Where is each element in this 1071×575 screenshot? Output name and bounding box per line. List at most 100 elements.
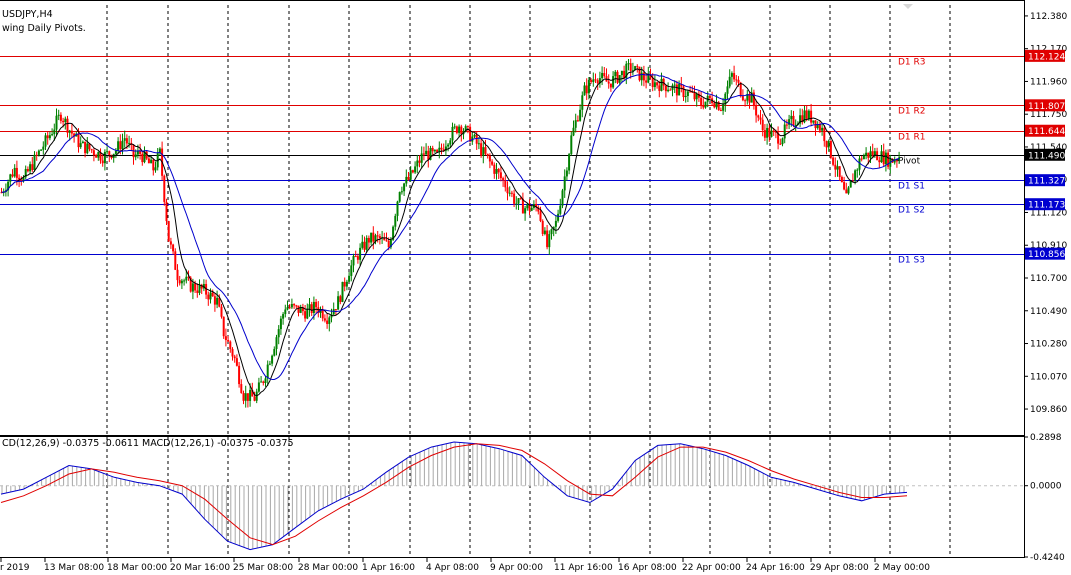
candle-body — [229, 341, 232, 350]
candle-body — [640, 72, 643, 81]
time-tick-label: 18 Mar 00:00 — [107, 563, 167, 573]
shift-marker-icon[interactable] — [903, 4, 913, 9]
candle-body — [134, 154, 137, 158]
candle-body — [306, 309, 309, 319]
candle-body — [763, 130, 766, 138]
candle-body — [84, 141, 87, 154]
candle-body — [570, 135, 573, 155]
candle-body — [271, 355, 274, 364]
candle-body — [288, 307, 291, 309]
candle-body — [9, 174, 12, 182]
candle-body — [440, 147, 443, 150]
candle-body — [849, 180, 852, 188]
candle-body — [458, 126, 461, 133]
candle-body — [526, 204, 529, 209]
candle-body — [376, 235, 379, 237]
candle-body — [554, 220, 557, 227]
candle-body — [24, 169, 27, 178]
candle-body — [343, 281, 346, 287]
candle-body — [414, 166, 417, 173]
macd-tick-label: -0.4240 — [1030, 553, 1065, 563]
candle-body — [539, 211, 542, 221]
candle-body — [799, 115, 802, 124]
candle-body — [326, 320, 329, 324]
candle-body — [57, 114, 60, 116]
candle-body — [286, 307, 289, 310]
candle-body — [444, 146, 447, 151]
candle-body — [803, 110, 806, 123]
candle-body — [187, 276, 190, 278]
candle-body — [150, 159, 153, 164]
current-price-text: 111.490 — [1028, 151, 1065, 161]
macd-tick-label: 0.0000 — [1030, 482, 1062, 492]
candle-body — [447, 144, 450, 147]
candle-body — [363, 241, 366, 250]
pivot-label-0: D1 R3 — [898, 58, 926, 68]
chart-frame — [0, 0, 1025, 558]
candle-body — [898, 157, 901, 161]
macd-tick-label: 0.2898 — [1030, 433, 1062, 443]
candle-body — [812, 120, 815, 123]
candle-body — [603, 72, 606, 77]
candle-body — [145, 151, 148, 159]
candle-body — [167, 221, 170, 242]
candle-body — [194, 283, 197, 291]
candle-body — [865, 152, 868, 156]
level-price-text: 111.807 — [1028, 102, 1065, 112]
candle-body — [858, 158, 861, 170]
price-tick-label: 110.910 — [1030, 241, 1067, 251]
candle-body — [86, 143, 89, 154]
candle-body — [829, 140, 832, 158]
candle-body — [97, 152, 100, 158]
current-price-badge — [1025, 148, 1065, 161]
candle-body — [801, 115, 804, 123]
candle-body — [359, 247, 362, 260]
candle-body — [152, 159, 155, 171]
candle-body — [403, 183, 406, 192]
candle-body — [73, 133, 76, 137]
candle-body — [854, 170, 857, 181]
candle-body — [33, 154, 36, 171]
candle-body — [642, 72, 645, 81]
candle-body — [68, 130, 71, 133]
candle-body — [13, 167, 16, 177]
candle-body — [15, 167, 18, 178]
candle-body — [392, 226, 395, 240]
candle-body — [592, 79, 595, 83]
chart-title: USDJPY,H4 — [2, 9, 53, 20]
candle-body — [372, 232, 375, 242]
price-tick-label: 111.750 — [1030, 110, 1067, 120]
candle-body — [847, 187, 850, 194]
candle-body — [737, 79, 740, 83]
candle-body — [18, 177, 21, 180]
time-tick-label: 16 Apr 08:00 — [618, 563, 677, 573]
candle-body — [755, 105, 758, 116]
candle-body — [719, 109, 722, 111]
candle-body — [385, 240, 388, 242]
macd-title: CD(12,26,9) -0.0375 -0.0611 MACD(12,26,1… — [2, 438, 294, 449]
candle-body — [893, 160, 896, 163]
candle-body — [165, 201, 168, 222]
candle-body — [517, 198, 520, 204]
candle-body — [44, 135, 47, 147]
candle-body — [761, 119, 764, 131]
candle-body — [77, 133, 80, 148]
candle-body — [224, 336, 227, 341]
candle-body — [453, 126, 456, 128]
fast-ma-line — [1, 68, 900, 397]
candle-body — [695, 93, 698, 100]
candle-body — [653, 82, 656, 88]
candle-body — [614, 71, 617, 77]
candle-body — [565, 170, 568, 177]
candle-body — [370, 232, 373, 243]
candle-body — [708, 95, 711, 99]
level-price-text: 111.327 — [1028, 177, 1065, 187]
time-tick-label: 25 Mar 08:00 — [233, 563, 293, 573]
time-axis: r 2019 13 Mar 08:00 18 Mar 00:00 20 Mar 16:… — [0, 558, 930, 573]
candle-body — [528, 204, 531, 211]
candle-body — [460, 126, 463, 135]
candle-body — [422, 153, 425, 155]
candle-body — [220, 306, 223, 317]
candle-body — [623, 70, 626, 79]
candle-body — [574, 120, 577, 128]
